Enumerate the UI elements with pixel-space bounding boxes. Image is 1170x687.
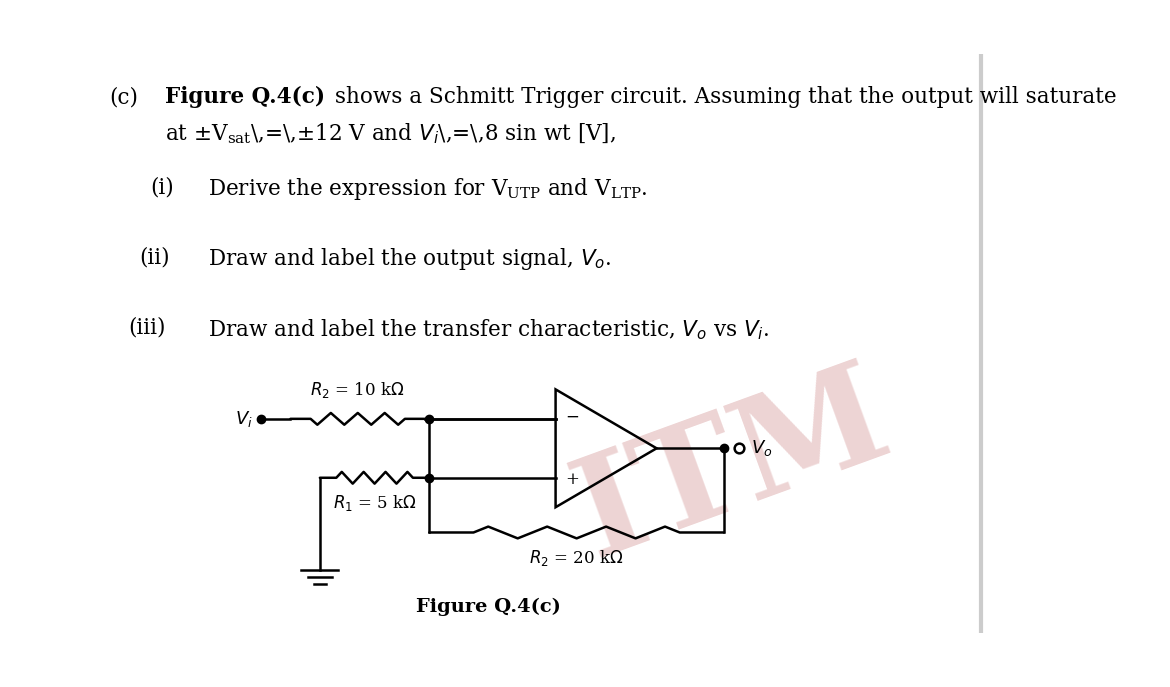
Text: (iii): (iii) bbox=[128, 317, 165, 339]
Text: Draw and label the transfer characteristic, $V_o$ vs $V_i$.: Draw and label the transfer characterist… bbox=[208, 317, 770, 341]
Text: ITM: ITM bbox=[558, 349, 907, 585]
Text: (ii): (ii) bbox=[139, 246, 170, 268]
Text: Draw and label the output signal, $V_o$.: Draw and label the output signal, $V_o$. bbox=[208, 246, 612, 272]
Text: (i): (i) bbox=[150, 177, 173, 199]
Text: shows a Schmitt Trigger circuit. Assuming that the output will saturate: shows a Schmitt Trigger circuit. Assumin… bbox=[329, 87, 1117, 109]
Text: Figure Q.4(c): Figure Q.4(c) bbox=[415, 597, 560, 616]
Text: +: + bbox=[565, 471, 579, 488]
Text: $R_1$ = 5 k$\Omega$: $R_1$ = 5 k$\Omega$ bbox=[332, 493, 417, 513]
Text: $V_o$: $V_o$ bbox=[751, 438, 772, 458]
Text: (c): (c) bbox=[110, 87, 138, 109]
Text: Figure Q.4(c): Figure Q.4(c) bbox=[165, 87, 325, 109]
Text: at $\pm$V$_{\mathregular{sat}}$\,=\,$\pm$12 V and $V_i$\,=\,8 sin wt [V],: at $\pm$V$_{\mathregular{sat}}$\,=\,$\pm… bbox=[165, 122, 615, 146]
Text: $V_i$: $V_i$ bbox=[235, 409, 253, 429]
Text: −: − bbox=[565, 409, 579, 426]
Text: $R_2$ = 20 k$\Omega$: $R_2$ = 20 k$\Omega$ bbox=[529, 548, 624, 567]
Text: Derive the expression for V$_{\mathregular{UTP}}$ and V$_{\mathregular{LTP}}$.: Derive the expression for V$_{\mathregul… bbox=[208, 177, 647, 203]
Text: $R_2$ = 10 k$\Omega$: $R_2$ = 10 k$\Omega$ bbox=[310, 381, 405, 401]
